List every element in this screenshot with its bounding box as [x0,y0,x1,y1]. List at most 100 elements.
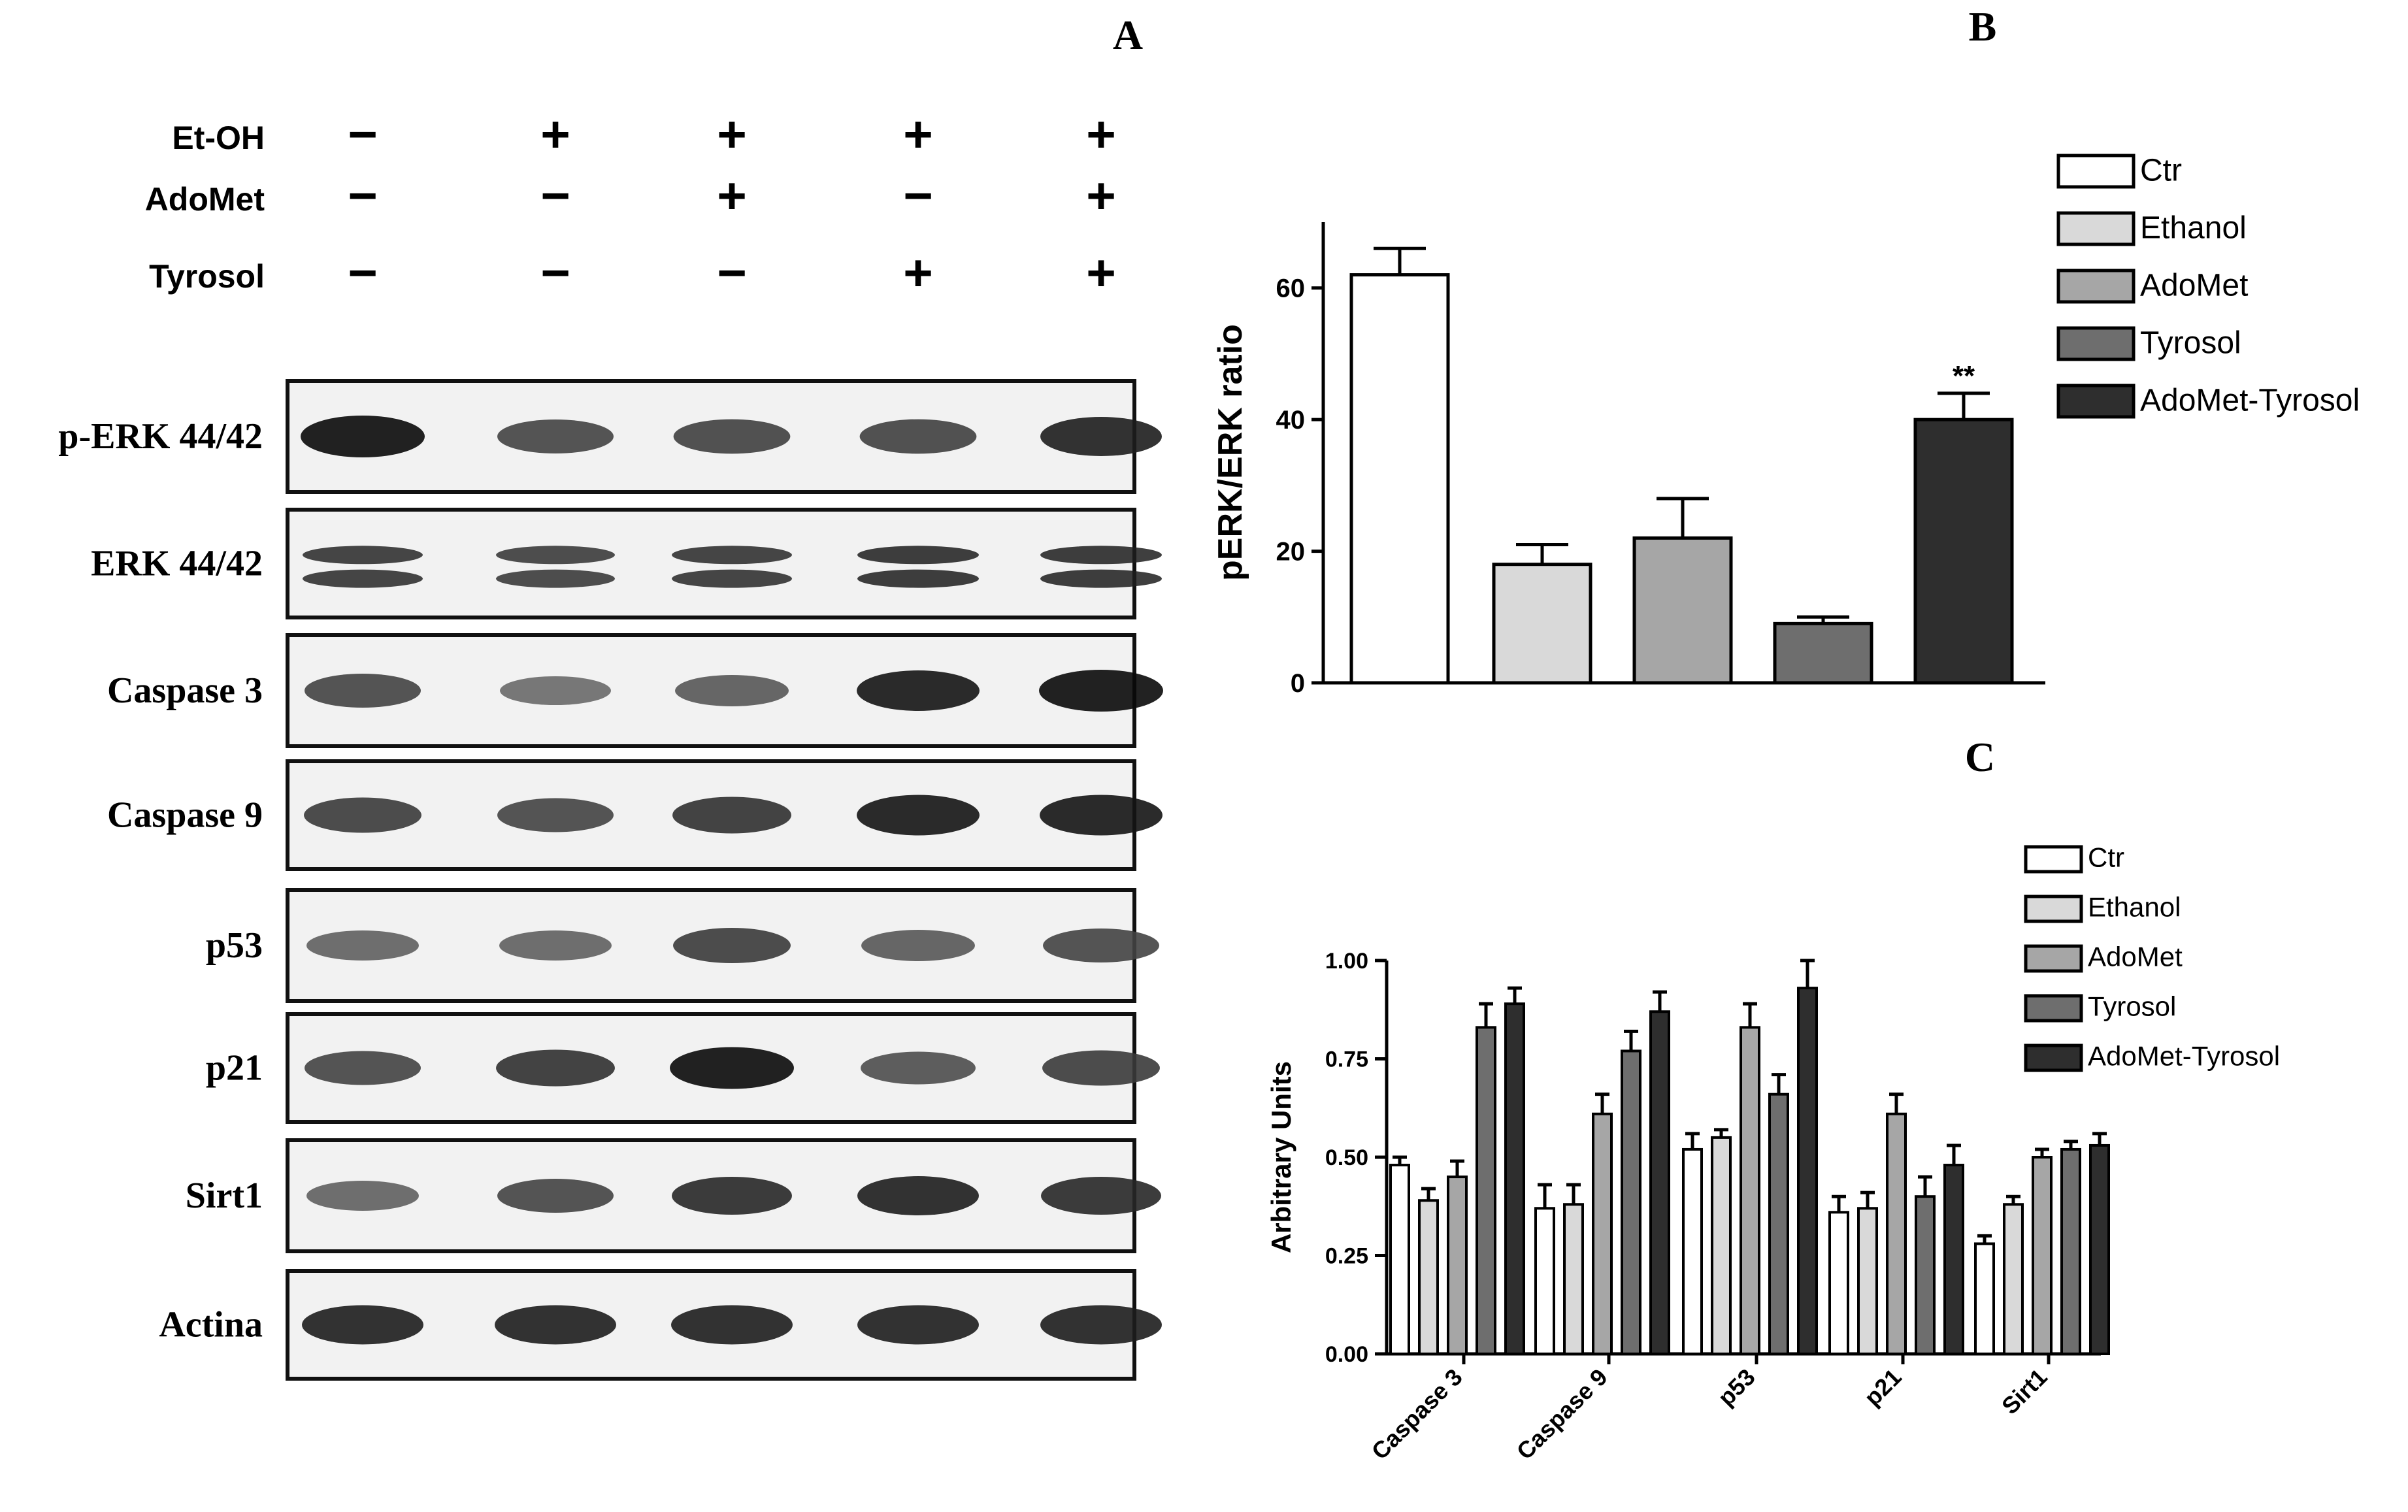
blot-band [306,1181,419,1211]
bar [2032,1156,2053,1355]
bar [1740,1026,1760,1355]
legend-label: Tyrosol [2088,991,2176,1021]
bar [1974,1242,1995,1355]
blot-label: p21 [206,1048,263,1089]
bar [1828,1211,1849,1356]
blot-band [303,546,423,565]
y-axis-label: pERK/ERK ratio [1212,324,1249,581]
bar [2003,1203,2024,1355]
y-tick-label: 40 [1276,406,1306,435]
legend-swatch [2024,944,2083,973]
plus-sign: + [903,244,933,301]
legend-swatch [2056,326,2136,361]
blot-band [1040,795,1163,836]
legend-label: AdoMet-Tyrosol [2088,1040,2280,1071]
bar [1711,1136,1732,1356]
bar [1915,1195,1936,1355]
x-tick-label: p21 [1859,1364,1907,1411]
blot-label: p53 [206,925,263,966]
bar [1492,563,1592,685]
x-tick-label: p53 [1713,1364,1760,1411]
bar [1913,418,2014,685]
bar [2060,1147,2081,1355]
bar [1476,1026,1496,1355]
bar [1768,1093,1789,1356]
legend-swatch [2024,994,2083,1023]
bar [1797,987,1818,1355]
blot-label: Caspase 9 [107,795,263,836]
blot-band [499,930,612,961]
blot-band [859,419,977,454]
blot-band [857,670,980,711]
minus-sign: − [717,244,747,301]
legend-swatch [2056,384,2136,419]
y-tick-label: 0 [1291,669,1305,698]
treatment-table: Et-OH − + + + +AdoMet − − + − +Tyrosol − − − + + [145,105,1116,301]
minus-sign: − [540,167,570,224]
blot-band [857,795,980,836]
y-tick-label: 0.00 [1325,1342,1368,1367]
plus-sign: + [717,105,747,163]
legend-label: AdoMet [2140,268,2248,303]
treatment-label: Tyrosol [149,258,265,295]
blot-band [670,1047,794,1089]
y-tick-label: 0.75 [1325,1047,1368,1072]
blot-band [1040,1305,1162,1345]
bar [1504,1002,1525,1355]
bar [1773,621,1873,685]
blot-label: Sirt1 [186,1175,263,1216]
bar [1943,1164,1964,1356]
blot-band [672,569,792,588]
blot-label: p-ERK 44/42 [58,416,263,457]
legend-swatch [2056,269,2136,304]
blot-band [305,1051,421,1085]
y-tick-label: 20 [1276,538,1306,567]
y-tick-label: 60 [1276,274,1306,303]
blot-membrane [286,508,1136,619]
blot-band [857,546,979,565]
minus-sign: − [540,244,570,301]
panel-b-letter: B [1969,3,1997,50]
legend-label: Tyrosol [2140,325,2241,360]
bar [1592,1112,1613,1356]
y-axis-label: Arbitrary Units [1266,1061,1296,1253]
blot-band [497,419,614,453]
x-tick-label: Caspase 3 [1366,1364,1468,1465]
blot-band [1040,417,1162,456]
legend-label: Ethanol [2088,891,2181,922]
legend-swatch [2024,845,2083,874]
panel-c-letter: C [1965,734,1995,780]
blot-band [1040,569,1162,588]
legend-label: Ctr [2140,153,2182,188]
y-tick-label: 0.50 [1325,1145,1368,1170]
bar [1857,1207,1878,1356]
legend-label: AdoMet [2088,941,2183,972]
blot-band [302,1305,423,1345]
legend-swatch [2024,895,2083,923]
blot-band [304,797,421,833]
blot-band [306,930,419,961]
blot-band [671,1305,793,1345]
blot-band [857,1305,979,1345]
bar [1563,1203,1584,1355]
bar [1349,273,1450,685]
treatment-label: AdoMet [145,181,265,218]
significance-label: ** [1953,360,1975,392]
bar [1418,1199,1439,1355]
y-tick-label: 0.25 [1325,1243,1368,1268]
blot-band [495,1305,616,1345]
bar [1886,1112,1907,1356]
plus-sign: + [903,105,933,163]
blot-band [673,928,791,963]
blot-band [672,1177,792,1215]
bar [1649,1010,1670,1355]
legend-label: Ctr [2088,842,2124,872]
blot-band [672,797,791,834]
legend-label: Ethanol [2140,210,2247,245]
minus-sign: − [903,167,933,224]
plus-sign: + [1086,244,1116,301]
blot-band [675,675,789,706]
blot-label: Caspase 3 [107,670,263,711]
bar [2089,1143,2110,1355]
